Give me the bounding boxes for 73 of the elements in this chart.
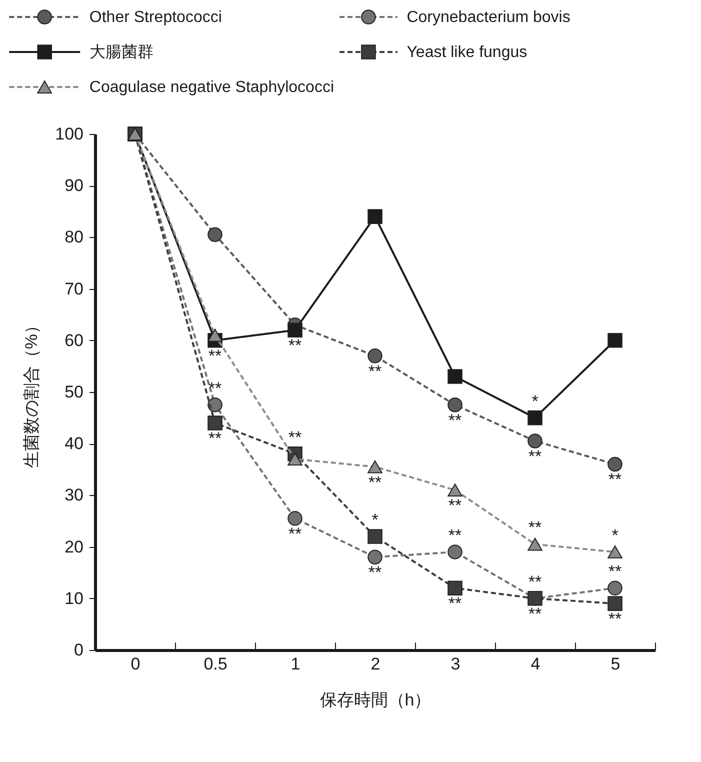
annotation: ** — [448, 526, 462, 545]
legend-label: Corynebacterium bovis — [406, 9, 570, 26]
annotation: ** — [528, 447, 542, 466]
annotation: ** — [528, 572, 542, 592]
x-tick-label: 4 — [530, 654, 540, 674]
point — [368, 348, 382, 364]
x-tick-label: 5 — [610, 654, 620, 674]
point — [608, 456, 622, 472]
y-tick-label: 30 — [64, 486, 84, 505]
y-axis-title: 生菌数の割合（%） — [22, 316, 42, 468]
y-tick-label: 60 — [64, 330, 84, 350]
annotation: ** — [608, 470, 622, 490]
point — [368, 209, 382, 224]
y-tick-label: 40 — [64, 434, 84, 454]
point — [448, 369, 462, 384]
annotation: ** — [288, 336, 302, 356]
annotation: ** — [288, 428, 302, 447]
annotation: ** — [528, 604, 542, 624]
annotation: * — [612, 526, 619, 545]
annotation: ** — [208, 346, 222, 366]
point — [448, 398, 462, 412]
x-tick-label: 0 — [130, 654, 140, 674]
point — [208, 416, 222, 430]
annotation: * — [532, 392, 539, 411]
point — [608, 580, 622, 596]
point — [208, 398, 222, 412]
y-tick-label: 10 — [64, 588, 84, 608]
y-tick-label: 80 — [64, 228, 84, 247]
legend-label: 大腸菌群 — [89, 43, 154, 61]
point — [208, 328, 222, 342]
point — [448, 580, 462, 596]
y-tick-label: 100 — [55, 124, 84, 144]
point — [608, 545, 622, 558]
annotation: ** — [448, 410, 462, 430]
point — [288, 322, 302, 338]
x-axis-title: 保存時間（h） — [320, 690, 432, 710]
annotation: ** — [288, 524, 302, 544]
point — [288, 511, 302, 526]
y-tick-label: 50 — [64, 382, 84, 402]
annotation: ** — [208, 428, 222, 448]
point — [368, 529, 382, 544]
annotation: ** — [448, 594, 462, 614]
x-tick-label: 3 — [450, 654, 460, 674]
annotation: ** — [368, 563, 382, 582]
point — [368, 460, 382, 474]
annotation: ** — [608, 562, 622, 582]
point — [368, 550, 382, 564]
annotation: * — [372, 510, 379, 530]
point — [608, 333, 622, 348]
x-tick-label: 1 — [290, 654, 300, 674]
annotation: ** — [608, 610, 622, 629]
legend-label: Coagulase negative Staphylococci — [89, 79, 334, 96]
y-tick-label: 20 — [64, 537, 84, 556]
point — [528, 538, 542, 551]
annotation: ** — [208, 378, 222, 398]
annotation: ** — [528, 518, 542, 538]
annotation: ** — [448, 496, 462, 516]
point — [608, 596, 622, 611]
annotation: ** — [368, 362, 382, 381]
x-tick-label: 0.5 — [204, 654, 228, 674]
point — [288, 452, 302, 466]
point — [448, 484, 462, 497]
y-tick-label: 90 — [64, 176, 84, 196]
point — [448, 544, 462, 560]
point — [208, 227, 222, 242]
y-tick-label: 70 — [64, 279, 84, 298]
legend-label: Yeast like fungus — [406, 44, 528, 61]
y-tick-label: 0 — [74, 640, 84, 660]
point — [528, 434, 542, 448]
x-tick-label: 2 — [370, 654, 380, 674]
annotation: ** — [368, 472, 382, 492]
point — [528, 410, 542, 426]
legend-label: Other Streptococci — [89, 9, 222, 26]
